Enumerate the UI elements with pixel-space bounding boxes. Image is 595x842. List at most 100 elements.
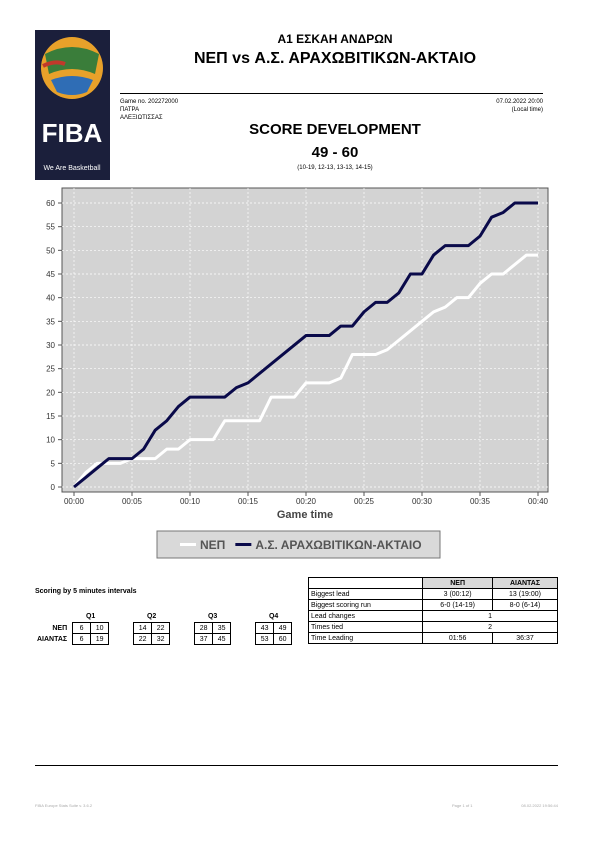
logo-stripe: [51, 76, 93, 95]
column-header: ΑΙΑΝΤΑΣ: [492, 577, 558, 589]
y-tick-label: 30: [46, 341, 55, 350]
x-axis-title: Game time: [277, 509, 333, 521]
logo-name: FIBA: [42, 118, 103, 148]
row-label: Biggest lead: [307, 588, 424, 600]
footer-rule: [35, 765, 558, 766]
logo-tagline: We Are Basketball: [43, 165, 101, 172]
stat-value: 6-0 (14-19): [422, 599, 493, 611]
logo: FIBA We Are Basketball: [35, 30, 110, 180]
score-cell: 37: [194, 633, 214, 645]
score-cell: 43: [255, 622, 275, 634]
x-tick-label: 00:30: [412, 497, 433, 506]
quarter-label: Q4: [268, 612, 279, 620]
stat-value: 01:56: [422, 632, 493, 644]
x-tick-label: 00:10: [180, 497, 201, 506]
footer-center: Page 1 of 1: [452, 803, 473, 808]
score-cell: 14: [133, 622, 153, 634]
x-tick-label: 00:00: [64, 497, 85, 506]
x-tick-label: 00:15: [238, 497, 259, 506]
y-tick-label: 50: [46, 246, 55, 255]
report-title: SCORE DEVELOPMENT: [249, 121, 421, 138]
score-cell: 10: [90, 622, 110, 634]
spacer: [170, 634, 195, 645]
empty-cell: [35, 610, 73, 623]
stat-value: 8-0 (6-14): [492, 599, 558, 611]
score-cell: 45: [212, 633, 232, 645]
y-tick-label: 45: [46, 270, 55, 279]
score-cell: 22: [133, 633, 153, 645]
empty-cell: [307, 577, 424, 589]
header-rule: [120, 93, 543, 94]
time-note: (Local time): [511, 107, 543, 113]
y-tick-label: 20: [46, 388, 55, 397]
footer-left: FIBA Europe Stats Suite v. 3.6.2: [35, 803, 93, 808]
spacer: [170, 610, 195, 623]
legend: [156, 530, 441, 559]
footer-right: 08.02.2022 19:56:44: [521, 803, 558, 808]
date: 07.02.2022 20:00: [496, 99, 543, 105]
x-tick-label: 00:05: [122, 497, 143, 506]
y-tick-label: 25: [46, 365, 55, 374]
stat-value: 36:37: [492, 632, 558, 644]
score-cell: 32: [151, 633, 171, 645]
row-label: Biggest scoring run: [307, 599, 424, 611]
stat-value: 2: [422, 621, 558, 633]
spacer: [109, 610, 134, 623]
stats-header-row: ΝΕΠ ΑΙΑΝΤΑΣ: [307, 577, 558, 589]
spacer: [231, 610, 256, 623]
score-cell: 22: [151, 622, 171, 634]
stats-row: Time Leading 01:56 36:37: [307, 632, 558, 644]
quarter-label: Q3: [207, 612, 218, 620]
legend-label: ΝΕΠ: [200, 538, 225, 552]
quarter-label: Q2: [146, 612, 157, 620]
y-tick-label: 35: [46, 317, 55, 326]
score-cell: 28: [194, 622, 214, 634]
stat-value: 3 (00:12): [422, 588, 493, 600]
plot-area: [61, 187, 549, 493]
team-name: ΑΙΑΝΤΑΣ: [37, 635, 68, 643]
chart: Game time 0 5 10 15 20 25 30 35 40 45 50 55 60 00:00 0…: [46, 187, 549, 559]
scoring-table: Q1 Q2 Q3 Q4 ΝΕΠ 6 10 14 22 28 35 43 49 ΑΙΑΝΤΑΣ 6 19 22 32…: [35, 610, 293, 645]
row-label: Lead changes: [307, 610, 424, 622]
series-line: [73, 201, 538, 489]
x-tick-label: 00:35: [470, 497, 491, 506]
row-label: Times tied: [307, 621, 424, 633]
legend-label: Α.Σ. ΑΡΑΧΩΒΙΤΙΚΩΝ-ΑΚΤΑΙΟ: [255, 538, 421, 552]
scoring-row: ΑΙΑΝΤΑΣ 6 19 22 32 37 45 53 60: [35, 633, 293, 645]
x-tick-label: 00:25: [354, 497, 375, 506]
team-name: ΝΕΠ: [52, 624, 68, 632]
score-cell: 19: [90, 633, 110, 645]
column-header: ΝΕΠ: [422, 577, 493, 589]
score-cell: 35: [212, 622, 232, 634]
spacer: [109, 634, 134, 645]
scoring-row: ΝΕΠ 6 10 14 22 28 35 43 49: [35, 622, 293, 634]
stats-row: Biggest scoring run 6-0 (14-19) 8-0 (6-14): [307, 599, 558, 611]
x-tick-label: 00:40: [528, 497, 549, 506]
score-cell: 6: [72, 622, 92, 634]
scoring-title: Scoring by 5 minutes intervals: [35, 588, 137, 595]
y-tick-label: 55: [46, 223, 55, 232]
logo-stripe: [42, 60, 66, 68]
score-cell: 6: [72, 633, 92, 645]
spacer: [231, 623, 256, 634]
stat-value: 13 (19:00): [492, 588, 558, 600]
league: A1 ΕΣΚΑΗ ΑΝΔΡΩΝ: [277, 32, 393, 46]
y-tick-label: 15: [46, 412, 55, 421]
x-tick-label: 00:20: [296, 497, 317, 506]
stats-table: ΝΕΠ ΑΙΑΝΤΑΣ Biggest lead 3 (00:12) 13 (19:00…: [307, 577, 558, 644]
stats-row: Lead changes 1: [307, 610, 558, 622]
y-tick-label: 40: [46, 294, 55, 303]
quarter-label: Q1: [85, 612, 96, 620]
game-no: Game no. 202272000: [120, 99, 179, 105]
scoring-header-row: Q1 Q2 Q3 Q4: [35, 610, 292, 623]
final-score: 49 - 60: [311, 144, 359, 161]
venue: ΑΛΕΞΙΩΤΙΣΣΑΣ: [120, 115, 163, 121]
city: ΠΑΤΡΑ: [120, 107, 140, 113]
y-tick-label: 0: [51, 483, 56, 492]
matchup: ΝΕΠ vs Α.Σ. ΑΡΑΧΩΒΙΤΙΚΩΝ-ΑΚΤΑΙΟ: [193, 50, 477, 67]
meta-left: Game no. 202272000 ΠΑΤΡΑ ΑΛΕΞΙΩΤΙΣΣΑΣ: [120, 98, 178, 122]
score-cell: 53: [255, 633, 275, 645]
meta-right: 07.02.2022 20:00 (Local time): [496, 98, 543, 114]
stats-row: Biggest lead 3 (00:12) 13 (19:00): [307, 588, 558, 600]
